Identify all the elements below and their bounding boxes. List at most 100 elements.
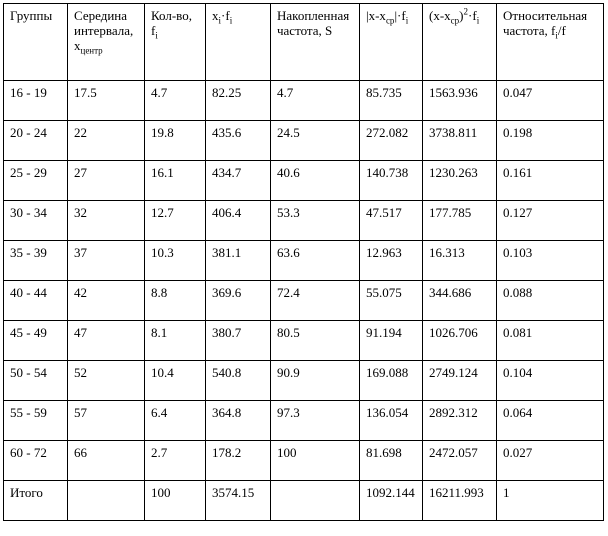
table-cell: 16.1 (144, 160, 206, 201)
table-row: 25 - 29 27 16.1 434.7 40.6 140.738 1230.263 0.1… (3, 160, 604, 201)
table-cell: 0.088 (496, 280, 604, 321)
table-cell: 42 (67, 280, 145, 321)
table-cell: 97.3 (270, 400, 360, 441)
header-groups: Группы (3, 3, 68, 81)
table-cell: 8.8 (144, 280, 206, 321)
total-row: Итого 100 3574.15 1092.144 16211.993 1 (3, 480, 604, 521)
table-cell: 100 (144, 480, 206, 521)
table-cell: 100 (270, 440, 360, 481)
table-cell: 20 - 24 (3, 120, 68, 161)
header-squared-deviation: (x-xср)2·fi (422, 3, 497, 81)
table-cell: 540.8 (205, 360, 271, 401)
header-row: Группы Середина интервала, xцентр Кол-во, f… (3, 3, 604, 81)
table-cell: 4.7 (144, 80, 206, 121)
table-cell: 12.963 (359, 240, 423, 281)
table-cell: 380.7 (205, 320, 271, 361)
table-cell: 0.047 (496, 80, 604, 121)
table-row: 30 - 34 32 12.7 406.4 53.3 47.517 177.785 0.127 (3, 200, 604, 241)
table-cell: 40 - 44 (3, 280, 68, 321)
table-cell: 2472.057 (422, 440, 497, 481)
table-cell: 344.686 (422, 280, 497, 321)
header-cumulative-frequency: Накопленная частота, S (270, 3, 360, 81)
table-cell: 2749.124 (422, 360, 497, 401)
table-cell: 406.4 (205, 200, 271, 241)
table-cell: 140.738 (359, 160, 423, 201)
table-row: 16 - 19 17.5 4.7 82.25 4.7 85.735 1563.936 0.04… (3, 80, 604, 121)
table-cell: 0.103 (496, 240, 604, 281)
table-cell: 91.194 (359, 320, 423, 361)
table-row: 45 - 49 47 8.1 380.7 80.5 91.194 1026.706 0.081 (3, 320, 604, 361)
table-cell: 60 - 72 (3, 440, 68, 481)
table-cell: 2892.312 (422, 400, 497, 441)
table-cell: 4.7 (270, 80, 360, 121)
table-cell: 90.9 (270, 360, 360, 401)
table-cell: 63.6 (270, 240, 360, 281)
table-cell: 0.104 (496, 360, 604, 401)
table-cell: 364.8 (205, 400, 271, 441)
table-cell (270, 480, 360, 521)
table-cell (67, 480, 145, 521)
table-cell: 81.698 (359, 440, 423, 481)
table-cell: 0.027 (496, 440, 604, 481)
table-row: 40 - 44 42 8.8 369.6 72.4 55.075 344.686 0.088 (3, 280, 604, 321)
table-cell: 45 - 49 (3, 320, 68, 361)
table-row: 55 - 59 57 6.4 364.8 97.3 136.054 2892.312 0.06… (3, 400, 604, 441)
table-cell: 47 (67, 320, 145, 361)
table-cell: 52 (67, 360, 145, 401)
table-cell: 0.198 (496, 120, 604, 161)
table-cell: 37 (67, 240, 145, 281)
table-cell: 50 - 54 (3, 360, 68, 401)
table-cell: 0.081 (496, 320, 604, 361)
table-cell: 381.1 (205, 240, 271, 281)
table-cell: 1 (496, 480, 604, 521)
table-cell: 80.5 (270, 320, 360, 361)
table-cell: 25 - 29 (3, 160, 68, 201)
table-row: 35 - 39 37 10.3 381.1 63.6 12.963 16.313 0.103 (3, 240, 604, 281)
table-cell: 30 - 34 (3, 200, 68, 241)
table-row: 50 - 54 52 10.4 540.8 90.9 169.088 2749.124 0.1… (3, 360, 604, 401)
table-cell: 434.7 (205, 160, 271, 201)
table-cell: 1563.936 (422, 80, 497, 121)
table-cell: 19.8 (144, 120, 206, 161)
table-cell: 17.5 (67, 80, 145, 121)
table-cell: 1230.263 (422, 160, 497, 201)
frequency-table: Группы Середина интервала, xцентр Кол-во, f… (3, 3, 604, 521)
table-cell: 178.2 (205, 440, 271, 481)
table-cell: 16211.993 (422, 480, 497, 521)
table-cell: 272.082 (359, 120, 423, 161)
table-cell: 57 (67, 400, 145, 441)
table-cell: 12.7 (144, 200, 206, 241)
table-cell: 3574.15 (205, 480, 271, 521)
table-cell: 24.5 (270, 120, 360, 161)
table-cell: 6.4 (144, 400, 206, 441)
table-cell: 10.3 (144, 240, 206, 281)
table-cell: 55.075 (359, 280, 423, 321)
table-cell: 66 (67, 440, 145, 481)
table-cell: 55 - 59 (3, 400, 68, 441)
table-cell: 10.4 (144, 360, 206, 401)
table-cell: 136.054 (359, 400, 423, 441)
header-xi-fi: xi·fi (205, 3, 271, 81)
table-cell: 16.313 (422, 240, 497, 281)
table-body: Группы Середина интервала, xцентр Кол-во, f… (3, 3, 604, 521)
table-cell: 8.1 (144, 320, 206, 361)
table-cell: 32 (67, 200, 145, 241)
header-interval-midpoint: Середина интервала, xцентр (67, 3, 145, 81)
table-cell: 53.3 (270, 200, 360, 241)
table-cell: 1026.706 (422, 320, 497, 361)
header-count: Кол-во, fi (144, 3, 206, 81)
table-cell: 3738.811 (422, 120, 497, 161)
table-cell: 177.785 (422, 200, 497, 241)
table-cell: 369.6 (205, 280, 271, 321)
table-cell: 72.4 (270, 280, 360, 321)
header-absolute-deviation: |x-xср|·fi (359, 3, 423, 81)
table-cell: 16 - 19 (3, 80, 68, 121)
header-relative-frequency: Относительная частота, fi/f (496, 3, 604, 81)
table-cell: 2.7 (144, 440, 206, 481)
table-cell: 85.735 (359, 80, 423, 121)
table-row: 20 - 24 22 19.8 435.6 24.5 272.082 3738.811 0.1… (3, 120, 604, 161)
table-row: 60 - 72 66 2.7 178.2 100 81.698 2472.057 0.027 (3, 440, 604, 481)
table-cell: 27 (67, 160, 145, 201)
table-cell: 82.25 (205, 80, 271, 121)
table-cell: 40.6 (270, 160, 360, 201)
